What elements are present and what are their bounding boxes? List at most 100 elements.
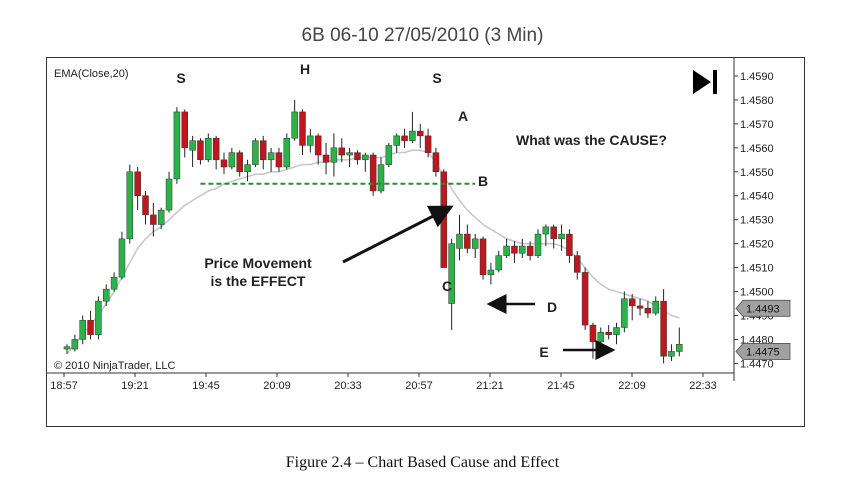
candle xyxy=(362,152,369,172)
price-tick-label: 1.4580 xyxy=(740,95,774,107)
candle-body xyxy=(644,308,652,314)
candle xyxy=(87,310,94,340)
candle-body xyxy=(110,276,118,290)
time-tick-label: 21:21 xyxy=(476,380,504,392)
price-marker-label: 1.4475 xyxy=(746,346,780,358)
candle-body xyxy=(597,332,605,343)
label-a: A xyxy=(458,108,468,124)
candle xyxy=(157,207,165,230)
candle-body xyxy=(260,140,267,161)
candle xyxy=(181,109,188,158)
candle-body xyxy=(519,245,526,254)
candle-body xyxy=(71,339,79,350)
candle-body xyxy=(103,288,110,302)
candle xyxy=(63,344,71,354)
candle-layer xyxy=(63,99,683,364)
candle-body xyxy=(369,154,377,192)
price-marker-flag xyxy=(735,299,791,317)
candle xyxy=(165,171,173,213)
candle xyxy=(267,147,275,172)
candle-body xyxy=(393,135,400,146)
candle-body xyxy=(424,135,432,153)
chart-frame: 1.4590 1.4580 1.4570 1.4560 1.4550 1.4540 1.45… xyxy=(46,57,805,427)
candle xyxy=(79,315,86,345)
candle xyxy=(574,250,581,280)
candle xyxy=(566,229,573,263)
chart-title: 6B 06-10 27/05/2010 (3 Min) xyxy=(301,25,544,46)
candle xyxy=(322,143,330,175)
candle xyxy=(377,157,385,194)
candle xyxy=(605,325,612,340)
candle-body xyxy=(613,327,620,335)
copyright-label: © 2010 NinjaTrader, LLC xyxy=(54,360,175,372)
candle xyxy=(189,135,196,167)
candle xyxy=(369,152,377,196)
candle-body xyxy=(338,147,345,156)
candle xyxy=(526,241,534,261)
candle-body xyxy=(487,269,495,276)
candle-body xyxy=(189,140,196,151)
label-c: C xyxy=(442,278,452,294)
candle-body xyxy=(534,233,542,256)
candle-body xyxy=(385,145,393,165)
candle xyxy=(613,322,620,345)
effect-arrow xyxy=(342,205,454,264)
candle xyxy=(409,111,416,144)
candle xyxy=(126,164,134,244)
candle xyxy=(275,147,283,172)
candle-body xyxy=(526,245,534,256)
candle-body xyxy=(377,164,385,192)
candle xyxy=(173,107,181,184)
candle-body xyxy=(628,298,636,307)
price-marker-flag xyxy=(735,343,791,360)
price-tick-label: 1.4550 xyxy=(740,167,774,179)
candle-body xyxy=(566,233,573,256)
candle-body xyxy=(668,351,675,357)
candle xyxy=(150,202,157,237)
candle xyxy=(118,231,126,280)
candle xyxy=(291,99,298,141)
candle-body xyxy=(118,238,126,278)
candle xyxy=(479,236,487,280)
candle xyxy=(676,327,683,357)
candle-body xyxy=(511,245,518,254)
time-axis: 18:57 19:21 19:45 20:09 20:33 20:57 21:21 21:45… xyxy=(47,372,734,392)
candle xyxy=(644,301,652,318)
candle xyxy=(503,238,510,259)
price-tick-label: 1.4500 xyxy=(740,287,774,299)
candle xyxy=(95,296,102,340)
candle-body xyxy=(503,245,510,256)
indicator-label: EMA(Close,20) xyxy=(54,68,129,80)
candle-body xyxy=(479,238,487,276)
candle-body xyxy=(409,130,416,141)
candle-body xyxy=(581,272,589,326)
candle-body xyxy=(228,152,236,168)
candle-body xyxy=(542,226,550,235)
candle xyxy=(581,267,589,330)
candle xyxy=(464,224,471,254)
candle xyxy=(283,133,291,170)
candle-body xyxy=(87,320,94,335)
candle xyxy=(487,262,495,285)
price-tick-label: 1.4520 xyxy=(740,239,774,251)
price-axis: 1.4590 1.4580 1.4570 1.4560 1.4550 1.4540 1.45… xyxy=(733,58,774,381)
candle-body xyxy=(322,154,330,163)
effect-label-line2: is the EFFECT xyxy=(211,273,306,289)
candle-body xyxy=(291,111,298,139)
price-markers: 1.4493 1.4475 xyxy=(735,299,791,360)
candle-body xyxy=(440,171,448,268)
time-tick-label: 20:57 xyxy=(405,380,433,392)
candle-body xyxy=(267,152,275,161)
skip-to-end-icon[interactable] xyxy=(693,70,717,94)
time-tick-label: 22:09 xyxy=(618,380,646,392)
price-tick-label: 1.4570 xyxy=(740,119,774,131)
candle xyxy=(244,159,251,182)
candle-body xyxy=(605,332,612,335)
candle xyxy=(401,128,408,148)
candle-body xyxy=(212,138,220,161)
candle-body xyxy=(652,300,659,314)
candle xyxy=(393,133,400,153)
time-tick-label: 21:45 xyxy=(547,380,575,392)
label-b: B xyxy=(478,173,488,189)
candle-body xyxy=(275,152,283,168)
